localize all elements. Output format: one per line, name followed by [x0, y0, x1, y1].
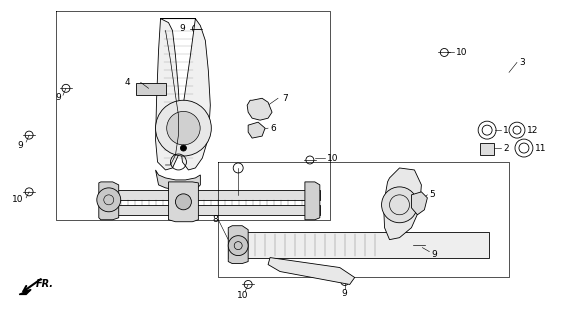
Text: 9: 9	[179, 24, 186, 33]
Text: 10: 10	[456, 48, 468, 57]
Text: 7: 7	[282, 94, 288, 103]
Polygon shape	[99, 190, 320, 200]
Circle shape	[175, 194, 191, 210]
Text: 9: 9	[55, 93, 61, 102]
Text: 11: 11	[535, 144, 546, 153]
Polygon shape	[268, 258, 355, 284]
Text: 12: 12	[527, 126, 538, 135]
Bar	[480, 143, 494, 155]
Text: 6: 6	[270, 124, 276, 132]
Polygon shape	[411, 192, 427, 215]
Text: 9: 9	[18, 140, 23, 149]
Polygon shape	[305, 182, 320, 220]
Text: 2: 2	[503, 144, 509, 153]
Text: 10: 10	[12, 195, 23, 204]
Text: 9: 9	[431, 250, 437, 259]
Circle shape	[381, 187, 417, 223]
Circle shape	[228, 236, 248, 256]
Text: 5: 5	[430, 190, 435, 199]
Polygon shape	[19, 289, 31, 294]
Polygon shape	[99, 205, 320, 215]
Polygon shape	[384, 168, 422, 240]
Circle shape	[181, 145, 186, 151]
Circle shape	[156, 100, 211, 156]
Circle shape	[167, 111, 200, 145]
Text: 10: 10	[237, 291, 249, 300]
Text: 4: 4	[125, 78, 131, 87]
Text: 3: 3	[519, 58, 525, 67]
Polygon shape	[228, 232, 489, 258]
Bar	[136, 83, 165, 95]
Text: 10: 10	[327, 154, 338, 163]
Polygon shape	[248, 122, 265, 138]
Polygon shape	[156, 170, 200, 192]
Text: 8: 8	[212, 215, 218, 224]
Polygon shape	[156, 19, 211, 170]
Polygon shape	[228, 226, 248, 264]
Text: 1: 1	[503, 126, 509, 135]
Polygon shape	[169, 182, 198, 222]
Polygon shape	[247, 98, 272, 120]
Text: FR.: FR.	[36, 279, 54, 290]
Text: 9: 9	[342, 289, 348, 298]
Circle shape	[97, 188, 121, 212]
Polygon shape	[99, 182, 119, 220]
